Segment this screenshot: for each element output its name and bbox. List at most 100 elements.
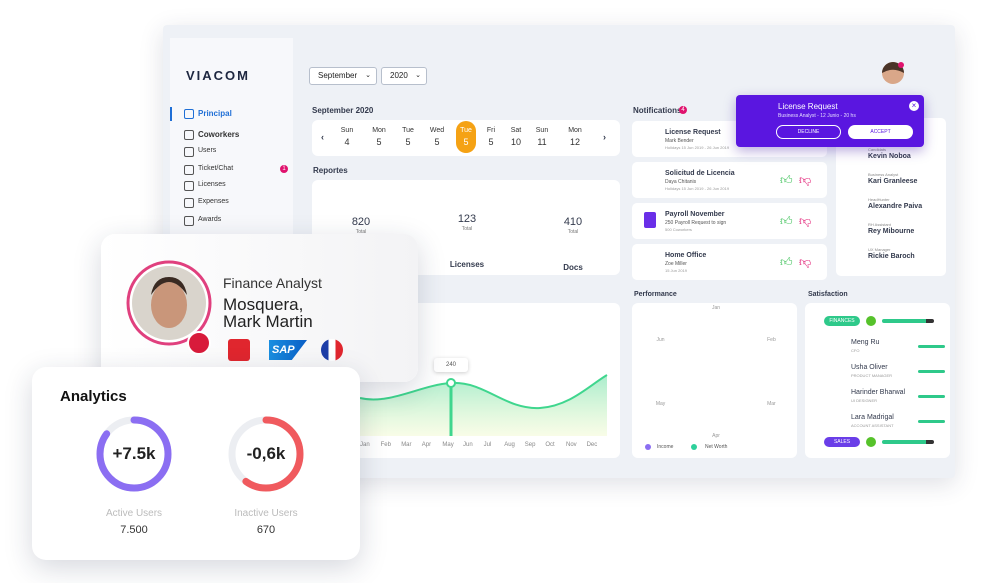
nav-icon <box>184 165 194 175</box>
weekday[interactable]: Mon <box>568 127 582 134</box>
person-role: UX Manager <box>868 247 891 252</box>
notification-card[interactable] <box>632 162 827 198</box>
month-label: Feb <box>380 442 391 448</box>
person-name: Kevin Noboa <box>868 153 911 160</box>
marker <box>446 378 456 388</box>
progress <box>918 345 945 348</box>
weekday[interactable]: Sun <box>340 127 354 134</box>
france-flag <box>321 339 343 361</box>
legend-dot <box>645 444 651 450</box>
notification-line: Daya Chitanis <box>665 179 697 185</box>
notification-badge: 4 <box>679 106 687 114</box>
metric-label: Inactive Users <box>234 508 298 519</box>
date[interactable]: 5 <box>463 137 469 147</box>
dropdown[interactable]: 2020 ⌄ <box>381 67 427 85</box>
donut-label: Licenses <box>449 260 485 269</box>
weekday[interactable]: Fri <box>486 127 496 134</box>
thumb-down[interactable]: 👎︎ <box>799 173 812 187</box>
date[interactable]: 11 <box>537 137 547 147</box>
weekday[interactable]: Mon <box>372 127 386 134</box>
decline-button[interactable]: DECLINE <box>776 125 841 139</box>
performance-card <box>632 303 797 458</box>
dropdown-arrow: ⌄ <box>365 72 371 79</box>
date[interactable]: 5 <box>405 137 411 147</box>
badge <box>187 331 211 355</box>
progress <box>918 395 945 398</box>
trend-line <box>359 374 608 410</box>
tag: SALES <box>824 437 860 447</box>
person-name: Harinder Bharwal <box>851 389 906 396</box>
notification-title: License Request <box>665 129 721 136</box>
radar-label: Jan <box>711 305 721 311</box>
donut-value: 410 <box>563 216 583 228</box>
emoji <box>866 437 876 447</box>
thumb-up[interactable]: 👍︎ <box>780 214 793 228</box>
nav-item[interactable]: Principal <box>198 109 232 118</box>
donut-label: Docs <box>563 263 583 272</box>
donut-caption: Total <box>355 229 367 235</box>
person-role: CFO <box>851 348 860 353</box>
weekday[interactable]: Sun <box>535 127 549 134</box>
accept-button[interactable]: ACCEPT <box>848 125 913 139</box>
person-role: Candidats <box>868 147 887 152</box>
avatar-hair <box>151 277 187 295</box>
thumb-down[interactable]: 👎︎ <box>799 255 812 269</box>
month-label: Jun <box>463 442 473 448</box>
legend-dot <box>691 444 697 450</box>
radar-label: Jun <box>656 337 665 343</box>
weekday[interactable]: Tue <box>460 127 472 134</box>
nav-item[interactable]: Coworkers <box>198 130 240 139</box>
month-label: Jul <box>483 442 492 448</box>
section-title: Reportes <box>313 166 348 175</box>
arrow: ‹ <box>321 132 324 142</box>
month-label: Jan <box>360 442 370 448</box>
nav-icon <box>184 147 194 157</box>
metric-value: +7.5k <box>112 444 156 463</box>
doc-icon <box>644 212 656 228</box>
notification-line: Holidays 15 Jun 2019 - 26 Jun 2019 <box>665 145 730 150</box>
month-label: May <box>442 442 454 448</box>
date[interactable]: 4 <box>344 137 350 147</box>
date[interactable]: 5 <box>488 137 494 147</box>
notification-line: Zoe Miller <box>665 261 687 267</box>
weekday[interactable]: Tue <box>402 127 414 134</box>
month-label: Aug <box>504 442 515 448</box>
radar-label: Feb <box>767 337 776 343</box>
emoji <box>866 316 876 326</box>
thumb-down[interactable]: 👎︎ <box>799 214 812 228</box>
month-label: Nov <box>566 442 577 448</box>
nav-item[interactable]: Licenses <box>198 181 226 188</box>
metric-total: 670 <box>256 524 276 536</box>
notification-card[interactable] <box>632 203 827 239</box>
notification-line: 250 Payroll Request to sign <box>665 220 727 226</box>
donut-caption: Total <box>567 229 579 235</box>
weekday[interactable]: Sat <box>510 127 522 134</box>
thumb-up[interactable]: 👍︎ <box>780 255 793 269</box>
legend-label: Income <box>657 444 674 450</box>
trend-area <box>360 375 607 436</box>
donut-value: 820 <box>351 216 371 228</box>
nav-item[interactable]: Awards <box>198 216 222 223</box>
nav-icon <box>184 216 194 226</box>
date[interactable]: 5 <box>434 137 440 147</box>
notification-card[interactable] <box>632 244 827 280</box>
nav-item[interactable]: Expenses <box>198 198 229 205</box>
person-role: RH Assistant <box>868 222 891 227</box>
weekday[interactable]: Wed <box>429 127 445 134</box>
profile-name: Mosquera, <box>223 295 304 314</box>
close-button[interactable]: × <box>909 101 919 111</box>
date[interactable]: 12 <box>569 137 580 147</box>
dropdown[interactable]: September ⌄ <box>309 67 377 85</box>
person-name: Alexandre Paiva <box>868 203 923 210</box>
active-indicator <box>170 107 172 121</box>
notification-line: Mark Bender <box>665 138 694 144</box>
date[interactable]: 10 <box>510 137 521 147</box>
nav-item[interactable]: Users <box>198 147 217 154</box>
nav-item[interactable]: Ticket/Chat <box>198 165 234 172</box>
thumb-up[interactable]: 👍︎ <box>780 173 793 187</box>
profile-name: Mark Martin <box>223 312 313 331</box>
date[interactable]: 5 <box>376 137 382 147</box>
radar-label: Apr <box>712 433 720 439</box>
